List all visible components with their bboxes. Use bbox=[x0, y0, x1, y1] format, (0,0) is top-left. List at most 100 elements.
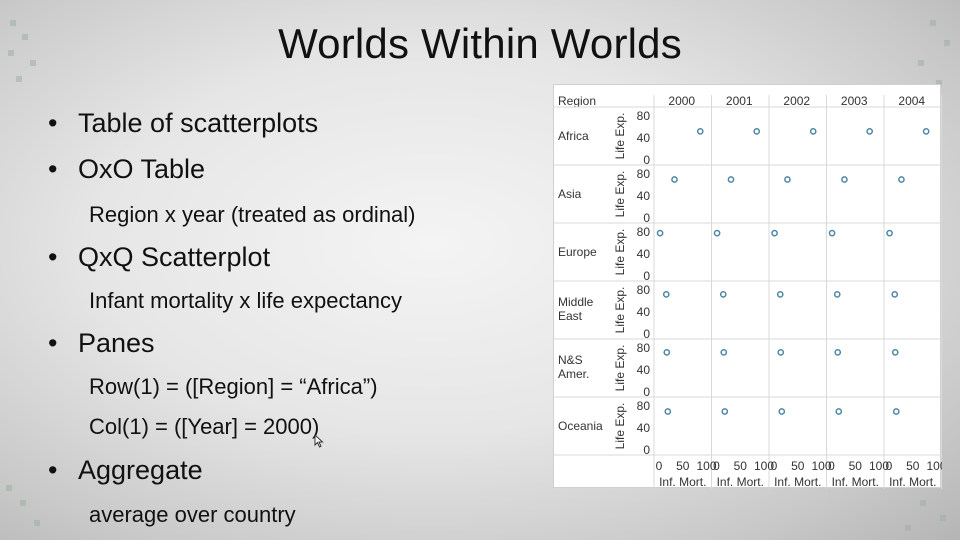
y-tick-label: 40 bbox=[637, 131, 651, 145]
x-axis-label: Inf. Mort. bbox=[832, 475, 879, 489]
data-point bbox=[809, 128, 817, 135]
data-point bbox=[778, 408, 786, 415]
x-axis-label: Inf. Mort. bbox=[659, 475, 706, 489]
data-point bbox=[656, 229, 664, 237]
decorative-square bbox=[22, 34, 28, 40]
y-tick-label: 80 bbox=[637, 225, 651, 239]
decorative-square bbox=[10, 20, 16, 26]
bullet-item: • QxQ Scatterplot bbox=[48, 242, 270, 273]
y-tick-label: 40 bbox=[637, 189, 651, 203]
decorative-square bbox=[940, 515, 946, 521]
y-axis-label: Life Exp. bbox=[613, 113, 627, 160]
data-point bbox=[671, 176, 678, 183]
y-tick-label: 0 bbox=[643, 327, 650, 341]
data-point bbox=[777, 349, 785, 356]
bullet-marker: • bbox=[48, 455, 58, 485]
bullet-text: OxO Table bbox=[78, 154, 206, 184]
decorative-square bbox=[30, 60, 36, 66]
data-point bbox=[713, 229, 721, 237]
year-header: 2002 bbox=[783, 94, 810, 108]
data-point bbox=[898, 176, 905, 183]
x-tick-label: 50 bbox=[906, 459, 920, 473]
data-point bbox=[835, 408, 843, 415]
sub-bullet-text: Infant mortality x life expectancy bbox=[89, 288, 403, 313]
bullet-marker: • bbox=[48, 108, 58, 138]
bullet-text: QxQ Scatterplot bbox=[78, 242, 271, 272]
bullet-marker: • bbox=[48, 328, 58, 358]
decorative-square bbox=[918, 60, 924, 66]
x-tick-label: 0 bbox=[656, 459, 663, 473]
data-point bbox=[662, 291, 670, 298]
x-tick-label: 0 bbox=[886, 459, 893, 473]
y-tick-label: 0 bbox=[643, 211, 650, 225]
scatterplot-table-svg: Region 2000 2001 2002 2003 2004 Africa Life Exp… bbox=[554, 94, 942, 489]
decorative-square bbox=[905, 525, 911, 531]
data-point bbox=[719, 291, 727, 298]
y-tick-label: 80 bbox=[637, 109, 651, 123]
sub-bullet-text: Col(1) = ([Year] = 2000) bbox=[89, 414, 320, 439]
x-tick-label: 100 bbox=[696, 459, 716, 473]
bullet-item: • OxO Table bbox=[48, 154, 205, 185]
y-tick-label: 0 bbox=[643, 153, 650, 167]
region-label: Oceania bbox=[558, 419, 603, 433]
bullet-marker: • bbox=[48, 242, 58, 272]
x-tick-label: 50 bbox=[676, 459, 690, 473]
region-label: Europe bbox=[558, 245, 597, 259]
x-tick-label: 100 bbox=[754, 459, 774, 473]
data-point bbox=[841, 176, 848, 183]
slide-title: Worlds Within Worlds bbox=[278, 20, 682, 67]
decorative-square bbox=[16, 76, 22, 82]
decorative-square bbox=[930, 20, 936, 26]
bullet-text: Panes bbox=[78, 328, 155, 358]
data-point bbox=[834, 349, 842, 356]
y-tick-label: 80 bbox=[637, 167, 651, 181]
decorative-square bbox=[944, 40, 950, 46]
x-tick-label: 0 bbox=[771, 459, 778, 473]
x-axis-label: Inf. Mort. bbox=[774, 475, 821, 489]
year-header: 2001 bbox=[726, 94, 753, 108]
y-axis-label: Life Exp. bbox=[613, 229, 627, 276]
decorative-square bbox=[34, 520, 40, 526]
data-point bbox=[696, 128, 704, 135]
decorative-square bbox=[936, 80, 942, 86]
decorative-square bbox=[6, 485, 12, 491]
region-label: N&S bbox=[558, 353, 583, 367]
y-tick-label: 80 bbox=[637, 399, 651, 413]
y-axis-label: Life Exp. bbox=[613, 403, 627, 450]
bullet-marker: • bbox=[48, 154, 58, 184]
x-tick-label: 0 bbox=[713, 459, 720, 473]
x-tick-label: 100 bbox=[811, 459, 831, 473]
bullet-text: Table of scatterplots bbox=[78, 108, 319, 138]
y-axis-label: Life Exp. bbox=[613, 345, 627, 392]
decorative-square bbox=[920, 500, 926, 506]
data-point bbox=[891, 291, 899, 298]
y-axis-label: Life Exp. bbox=[613, 171, 627, 218]
sub-bullet-text: average over country bbox=[89, 502, 296, 527]
data-point bbox=[771, 229, 778, 237]
data-point bbox=[720, 349, 728, 356]
year-header: 2004 bbox=[898, 94, 925, 108]
y-tick-label: 0 bbox=[643, 269, 650, 283]
bullet-text: Aggregate bbox=[78, 455, 203, 485]
y-tick-label: 80 bbox=[637, 341, 651, 355]
bullet-item: • Table of scatterplots bbox=[48, 108, 318, 139]
data-point bbox=[721, 408, 729, 415]
data-point bbox=[784, 176, 791, 183]
region-label: Middle bbox=[558, 295, 594, 309]
y-tick-label: 0 bbox=[643, 443, 650, 457]
y-tick-label: 40 bbox=[637, 247, 651, 261]
bullet-item: • Aggregate bbox=[48, 455, 203, 486]
region-label: Amer. bbox=[558, 367, 589, 381]
x-tick-label: 50 bbox=[734, 459, 748, 473]
year-header: 2003 bbox=[841, 94, 868, 108]
x-axis-label: Inf. Mort. bbox=[717, 475, 764, 489]
y-tick-label: 40 bbox=[637, 305, 651, 319]
data-point bbox=[891, 349, 899, 356]
x-tick-label: 100 bbox=[926, 459, 942, 473]
region-label: Africa bbox=[558, 129, 589, 143]
data-point bbox=[892, 408, 900, 415]
decorative-square bbox=[20, 500, 26, 506]
decorative-square bbox=[8, 50, 14, 56]
region-label: Asia bbox=[558, 187, 582, 201]
region-label: East bbox=[558, 309, 583, 323]
